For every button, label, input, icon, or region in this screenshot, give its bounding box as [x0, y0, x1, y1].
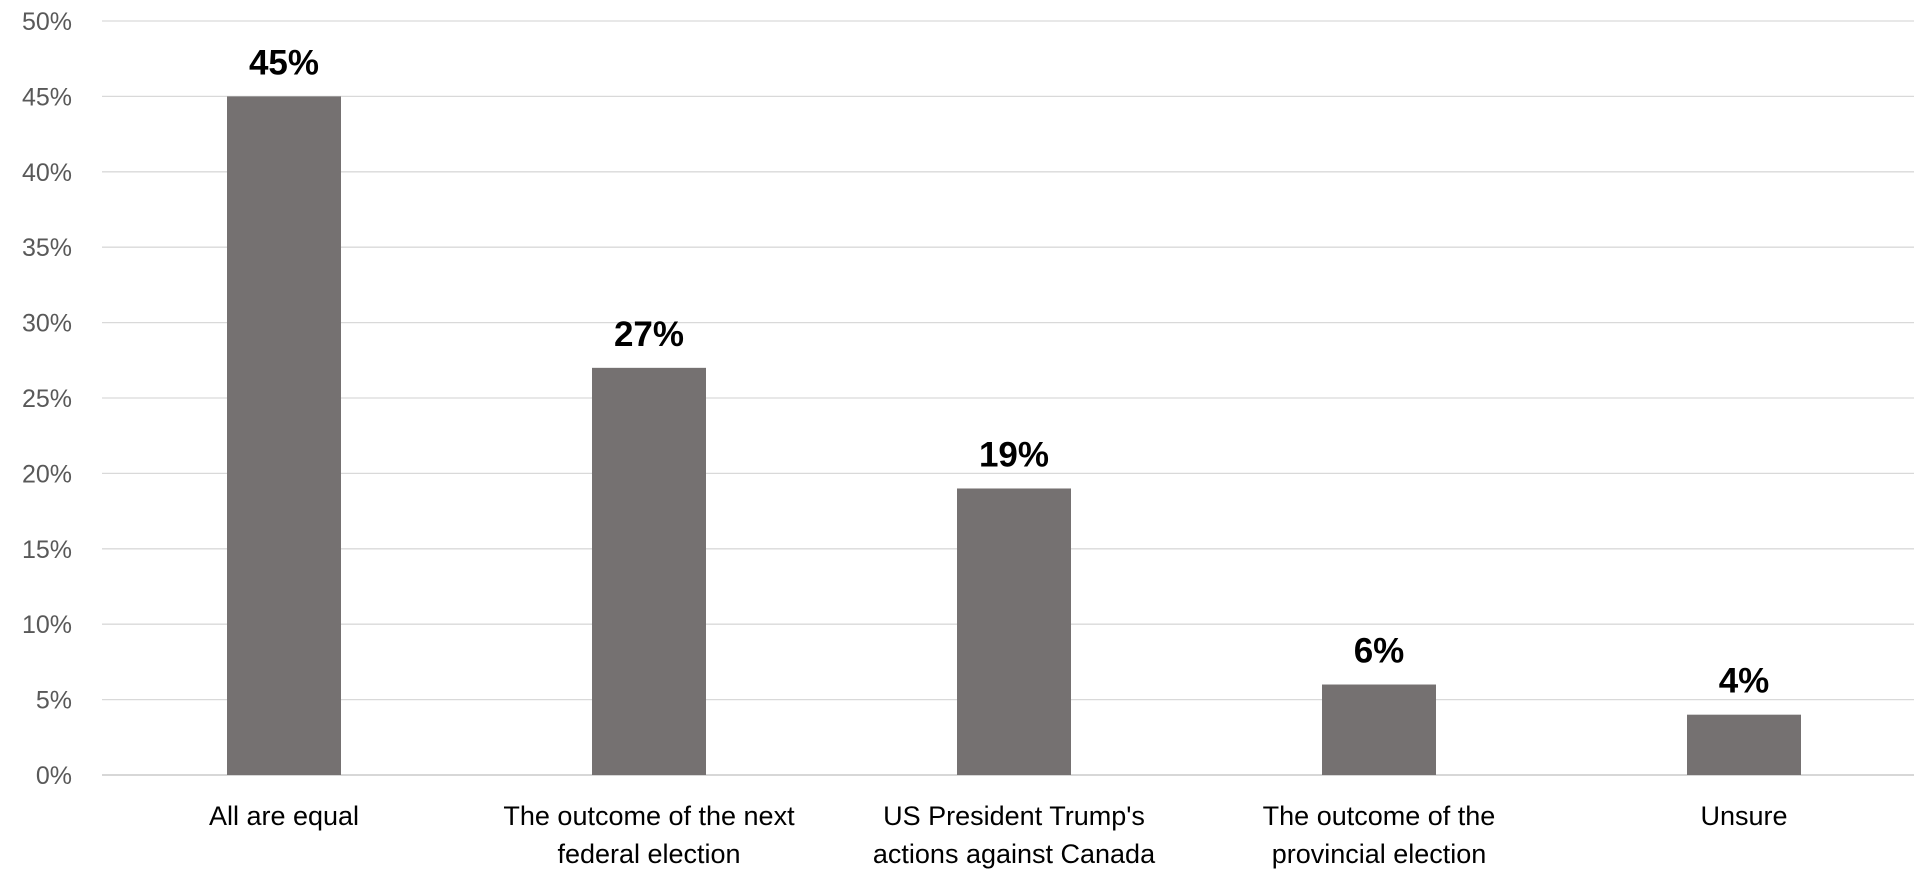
- bar: [1322, 684, 1436, 775]
- y-tick-label: 35%: [22, 234, 72, 262]
- y-tick-label: 45%: [22, 83, 72, 111]
- y-axis-tick-labels: 0% 5% 10% 15% 20% 25% 30% 35% 40% 45% 50%: [22, 8, 72, 790]
- bar: [227, 96, 341, 775]
- y-tick-label: 25%: [22, 385, 72, 413]
- bar: [957, 488, 1071, 775]
- category-label: The outcome of the provincial election: [1263, 801, 1496, 869]
- data-label: 4%: [1719, 662, 1770, 701]
- y-tick-label: 15%: [22, 536, 72, 564]
- category-label: Unsure: [1700, 801, 1787, 831]
- data-labels: 45% 27% 19% 6% 4%: [249, 43, 1769, 700]
- y-tick-label: 5%: [36, 687, 72, 715]
- bar: [1687, 714, 1801, 775]
- category-label: All are equal: [209, 801, 359, 831]
- category-label: US President Trump's actions against Cana…: [873, 801, 1156, 869]
- y-tick-label: 0%: [36, 762, 72, 790]
- bars: [227, 96, 1801, 775]
- data-label: 45%: [249, 43, 319, 82]
- y-tick-label: 10%: [22, 611, 72, 639]
- data-label: 6%: [1354, 632, 1405, 671]
- y-tick-label: 20%: [22, 460, 72, 488]
- data-label: 27%: [614, 315, 684, 354]
- y-tick-label: 30%: [22, 310, 72, 338]
- data-label: 19%: [979, 435, 1049, 474]
- y-tick-label: 50%: [22, 8, 72, 36]
- y-tick-label: 40%: [22, 159, 72, 187]
- bar: [592, 367, 706, 775]
- gridlines: [102, 20, 1914, 776]
- category-label: The outcome of the next federal election: [503, 801, 795, 869]
- x-axis-category-labels: All are equal The outcome of the next fede…: [209, 801, 1788, 869]
